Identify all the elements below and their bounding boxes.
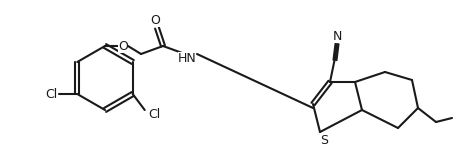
Text: O: O: [150, 13, 160, 27]
Text: HN: HN: [178, 52, 197, 64]
Text: Cl: Cl: [45, 88, 58, 100]
Text: O: O: [118, 40, 128, 52]
Text: S: S: [320, 133, 328, 147]
Text: Cl: Cl: [149, 108, 161, 120]
Text: N: N: [332, 29, 342, 43]
